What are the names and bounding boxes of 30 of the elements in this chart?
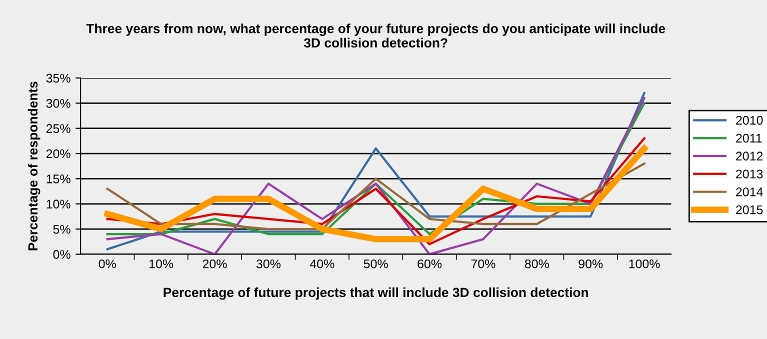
x-tick-label: 0% xyxy=(98,259,116,268)
y-tick-label: 0% xyxy=(53,250,70,259)
chart-title: Three years from now, what percentage of your future projects do you anticipate will include 3D collision detection? xyxy=(86,24,666,48)
x-tick-label: 80% xyxy=(524,259,549,268)
x-tick-label: 30% xyxy=(256,259,281,268)
y-tick-label: 30% xyxy=(46,98,70,108)
y-tick-label: 5% xyxy=(53,224,70,234)
legend-label: 2011 xyxy=(736,134,762,143)
y-tick-label: 25% xyxy=(46,124,70,133)
legend-label: 2014 xyxy=(736,187,763,196)
x-tick-label: 100% xyxy=(629,259,660,268)
legend-label: 2012 xyxy=(736,152,763,161)
y-tick-label: 10% xyxy=(46,200,70,209)
x-tick-label: 50% xyxy=(364,259,388,268)
y-axis-title: Percentage of respondents xyxy=(28,82,40,250)
y-tick-label: 15% xyxy=(46,174,70,184)
y-tick-label: 35% xyxy=(46,74,70,83)
x-tick-label: 70% xyxy=(471,259,496,268)
line-series xyxy=(106,162,646,230)
x-tick-label: 40% xyxy=(310,259,334,268)
legend-label: 2010 xyxy=(736,116,763,125)
x-tick-label: 20% xyxy=(202,259,227,268)
line-series xyxy=(106,102,646,236)
y-tick-label: 20% xyxy=(46,149,70,158)
legend-label: 2013 xyxy=(736,170,763,178)
legend-label: 2015 xyxy=(736,205,763,214)
x-tick-label: 60% xyxy=(418,259,442,268)
x-axis-title: Percentage of future projects that will include 3D collision detection xyxy=(164,287,588,300)
x-tick-label: 10% xyxy=(150,259,174,268)
x-tick-label: 90% xyxy=(578,259,603,268)
